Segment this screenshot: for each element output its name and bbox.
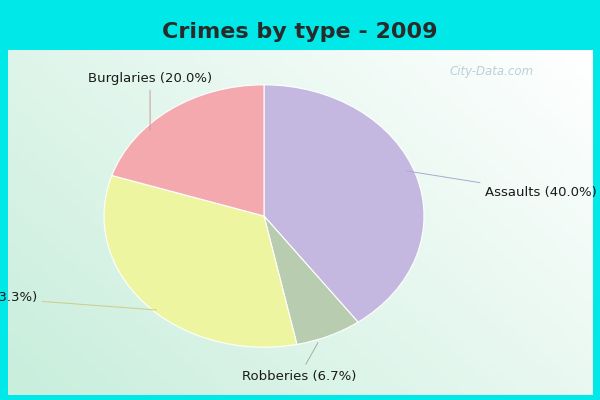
Text: Crimes by type - 2009: Crimes by type - 2009 <box>162 22 438 42</box>
Text: Thefts (33.3%): Thefts (33.3%) <box>0 291 157 310</box>
Text: Burglaries (20.0%): Burglaries (20.0%) <box>88 72 212 130</box>
Wedge shape <box>112 85 264 216</box>
Wedge shape <box>264 216 358 344</box>
Text: Assaults (40.0%): Assaults (40.0%) <box>407 171 596 199</box>
Wedge shape <box>264 85 424 322</box>
Text: Robberies (6.7%): Robberies (6.7%) <box>242 343 356 382</box>
Text: City-Data.com: City-Data.com <box>450 66 534 78</box>
Wedge shape <box>104 176 297 347</box>
